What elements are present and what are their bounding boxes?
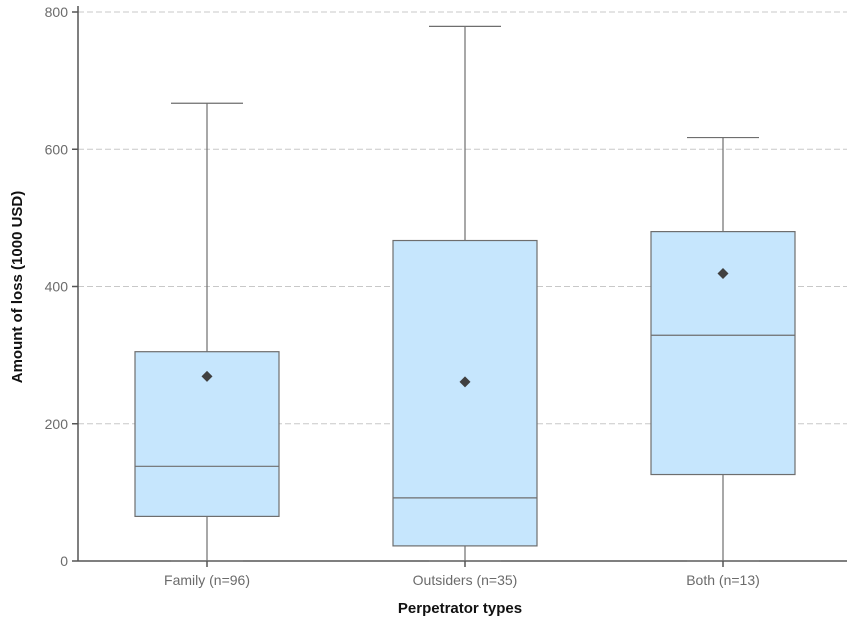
y-tick-label: 800	[45, 4, 69, 20]
y-tick-label: 400	[45, 279, 69, 295]
x-tick-label: Family (n=96)	[164, 572, 250, 588]
x-tick-label: Outsiders (n=35)	[413, 572, 518, 588]
box-group	[392, 25, 538, 562]
mean-marker	[717, 267, 729, 279]
y-axis-title: Amount of loss (1000 USD)	[9, 191, 26, 384]
x-tick-label: Both (n=13)	[686, 572, 760, 588]
mean-marker	[201, 370, 213, 382]
box-iqr	[392, 239, 538, 547]
boxes	[134, 25, 796, 562]
y-tick-labels: 0 200 400 600 800	[45, 4, 78, 569]
x-axis-title: Perpetrator types	[398, 600, 522, 617]
mean-marker	[459, 376, 471, 388]
box-group	[650, 136, 796, 562]
y-tick-label: 200	[45, 416, 69, 432]
box-group	[134, 102, 280, 562]
y-tick-label: 0	[60, 553, 68, 569]
x-tick-labels: Family (n=96) Outsiders (n=35) Both (n=13)	[164, 561, 760, 588]
y-tick-label: 600	[45, 141, 69, 157]
